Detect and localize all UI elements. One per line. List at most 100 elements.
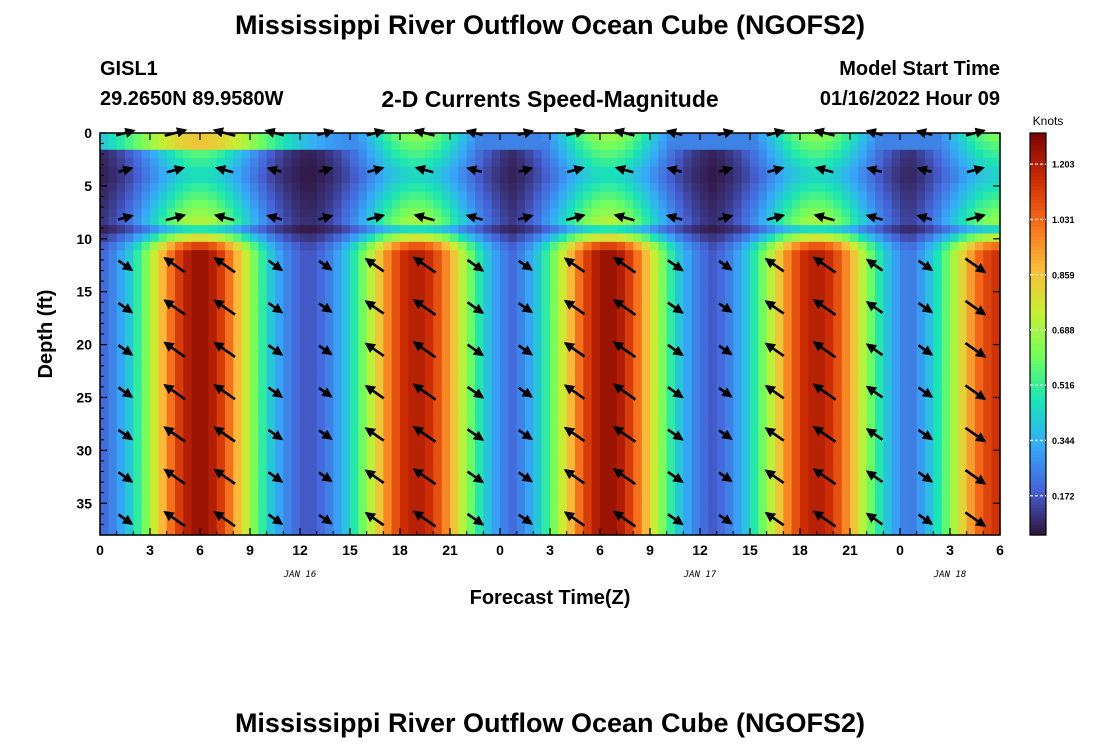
heatmap-cell [733,484,743,494]
station-id: GISL1 [100,58,158,80]
heatmap-cell [491,501,501,511]
heatmap-cell [258,258,268,268]
heatmap-cell [475,459,484,469]
heatmap-cell [458,267,468,276]
heatmap-cell [525,158,534,168]
heatmap-cell [508,158,518,168]
heatmap-cell [925,334,934,343]
heatmap-cell [708,459,718,469]
heatmap-cell [316,334,326,343]
heatmap-cell [716,518,726,528]
heatmap-cell [733,149,743,159]
heatmap-cell [208,216,218,226]
heatmap-cell [625,149,634,159]
heatmap-cell [300,267,309,276]
heatmap-cell [558,166,568,176]
heatmap-cell [958,401,968,410]
heatmap-cell [800,325,809,335]
heatmap-cell [733,174,743,184]
heatmap-cell [191,174,201,184]
heatmap-cell [525,241,534,251]
heatmap-cell [483,384,493,394]
heatmap-cell [725,283,734,293]
heatmap-cell [283,233,293,243]
heatmap-cell [525,442,534,452]
heatmap-cell [216,317,226,327]
heatmap-cell [783,317,793,327]
heatmap-cell [175,493,184,503]
heatmap-cell [200,334,209,343]
heatmap-cell [791,225,801,235]
heatmap-cell [583,451,593,461]
heatmap-cell [233,191,243,201]
heatmap-cell [791,334,801,343]
heatmap-cell [883,174,893,184]
heatmap-cell [141,241,151,251]
heatmap-cell [400,267,409,276]
heatmap-cell [791,434,801,444]
heatmap-cell [216,367,226,377]
heatmap-cell [875,283,884,293]
heatmap-cell [408,183,418,193]
heatmap-cell [150,250,159,260]
heatmap-cell [433,308,443,318]
heatmap-cell [391,292,401,302]
heatmap-cell [400,133,409,142]
heatmap-cell [216,241,226,251]
heatmap-cell [691,149,701,159]
heatmap-cell [583,459,593,469]
heatmap-cell [733,509,743,519]
heatmap-cell [258,283,268,293]
heatmap-cell [166,149,176,159]
heatmap-cell [391,476,401,486]
heatmap-cell [133,225,143,235]
heatmap-cell [633,451,643,461]
heatmap-cell [866,267,876,276]
heatmap-cell [875,451,884,461]
heatmap-cell [775,384,784,394]
heatmap-cell [683,401,693,410]
heatmap-cell [516,308,526,318]
heatmap-cell [325,241,334,251]
heatmap-cell [250,392,259,402]
heatmap-cell [583,300,593,310]
heatmap-cell [833,342,843,352]
heatmap-cell [358,476,368,486]
heatmap-cell [175,392,184,402]
heatmap-cell [233,216,243,226]
heatmap-cell [866,359,876,369]
heatmap-cell [208,292,218,302]
heatmap-cell [608,149,618,159]
heatmap-cell [666,509,676,519]
heatmap-cell [275,233,284,243]
heatmap-cell [308,133,318,142]
heatmap-cell [266,484,276,494]
heatmap-cell [558,350,568,360]
heatmap-cell [266,275,276,285]
heatmap-cell [208,183,218,193]
heatmap-cell [683,384,693,394]
heatmap-cell [875,468,884,477]
heatmap-cell [241,518,251,528]
heatmap-cell [208,233,218,243]
heatmap-cell [116,459,126,469]
heatmap-cell [633,133,643,142]
heatmap-cell [708,442,718,452]
heatmap-cell [133,308,143,318]
heatmap-cell [700,250,709,260]
heatmap-cell [908,292,918,302]
heatmap-cell [525,501,534,511]
heatmap-cell [875,149,884,159]
heatmap-cell [108,158,118,168]
heatmap-cell [325,250,334,260]
heatmap-cell [916,442,926,452]
heatmap-cell [858,375,868,385]
heatmap-cell [633,484,643,494]
heatmap-cell [558,409,568,419]
heatmap-cell [550,375,559,385]
heatmap-cell [266,183,276,193]
heatmap-cell [741,141,751,151]
heatmap-cell [541,451,551,461]
heatmap-cell [391,233,401,243]
heatmap-cell [275,401,284,410]
